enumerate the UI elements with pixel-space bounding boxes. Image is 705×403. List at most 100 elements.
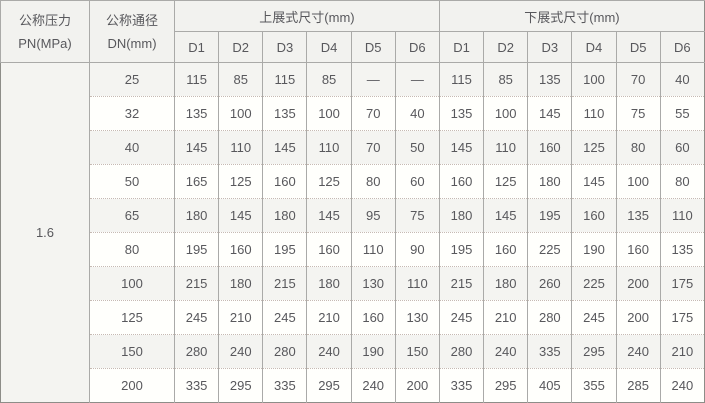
lower-dim-cell: 210 (659, 334, 705, 369)
upper-dim-cell: 215 (262, 266, 307, 301)
lower-dim-cell: 135 (438, 96, 484, 131)
lower-dim-cell: 135 (527, 62, 572, 97)
lower-dim-cell: 100 (571, 62, 617, 97)
lower-dim-cell: 145 (527, 96, 572, 131)
upper-dim-cell: 335 (262, 368, 307, 403)
upper-dim-cell: 70 (350, 130, 396, 165)
upper-dim-cell: 85 (218, 62, 263, 97)
upper-dim-cell: 75 (394, 198, 440, 233)
dn-cell: 25 (89, 62, 175, 97)
lower-dim-cell: 240 (483, 334, 528, 369)
table-row: 125 245 210 245 210 160 130 245 210 280 245 200 175 (1, 300, 705, 335)
lower-dim-cell: 280 (438, 334, 484, 369)
upper-dim-cell: 245 (173, 300, 219, 335)
upper-d6-header: D6 (394, 31, 440, 63)
dn-cell: 80 (89, 232, 175, 267)
upper-dim-cell: 180 (173, 198, 219, 233)
diameter-header-line2: DN(mm) (107, 35, 157, 51)
lower-dim-cell: 100 (483, 96, 528, 131)
upper-d1-header: D1 (173, 31, 219, 63)
upper-dim-cell: 40 (394, 96, 440, 131)
lower-dim-cell: 245 (571, 300, 617, 335)
upper-dim-cell: 245 (262, 300, 307, 335)
upper-dim-cell: 295 (306, 368, 352, 403)
upper-dim-cell: 110 (394, 266, 440, 301)
upper-style-group-header: 上展式尺寸(mm) (174, 0, 440, 32)
upper-dim-cell: 160 (306, 232, 352, 267)
header-row-groups: 公称压力 PN(MPa) 公称通径 DN(mm) 上展式尺寸(mm) 下展式尺寸… (0, 0, 705, 63)
lower-d3-header: D3 (527, 31, 572, 63)
lower-dim-cell: 110 (571, 96, 617, 131)
lower-style-group-header: 下展式尺寸(mm) (438, 0, 705, 32)
upper-dim-cell: 100 (218, 96, 263, 131)
upper-dim-cell: 335 (173, 368, 219, 403)
upper-dim-cell: 80 (350, 164, 396, 199)
upper-dim-cell: 100 (306, 96, 352, 131)
lower-dim-cell: 355 (571, 368, 617, 403)
pressure-column-header: 公称压力 PN(MPa) (0, 0, 90, 63)
upper-d3-header: D3 (262, 31, 307, 63)
header-row-subcolumns: D1 D2 D3 D4 D5 D6 D1 D2 D3 D4 D5 D6 (1, 31, 705, 63)
lower-dim-cell: 110 (483, 130, 528, 165)
lower-dim-cell: 245 (438, 300, 484, 335)
upper-dim-cell: 165 (173, 164, 219, 199)
lower-dim-cell: 125 (571, 130, 617, 165)
lower-dim-cell: 135 (659, 232, 705, 267)
lower-dim-cell: 195 (438, 232, 484, 267)
lower-dim-cell: 195 (527, 198, 572, 233)
lower-dim-cell: 110 (659, 198, 705, 233)
lower-d4-header: D4 (571, 31, 617, 63)
upper-dim-cell: 110 (218, 130, 263, 165)
lower-dim-cell: 125 (483, 164, 528, 199)
upper-dim-cell: 135 (262, 96, 307, 131)
upper-dim-cell: 130 (350, 266, 396, 301)
lower-dim-cell: 100 (615, 164, 661, 199)
lower-dim-cell: 135 (615, 198, 661, 233)
dn-cell: 32 (89, 96, 175, 131)
lower-dim-cell: 225 (527, 232, 572, 267)
upper-dim-cell: 145 (306, 198, 352, 233)
upper-dim-cell: 145 (218, 198, 263, 233)
diameter-header-line1: 公称通径 (105, 12, 158, 28)
upper-dim-cell: 190 (350, 334, 396, 369)
upper-dim-cell: 145 (173, 130, 219, 165)
upper-dim-cell: 150 (394, 334, 440, 369)
upper-dim-cell: 180 (218, 266, 263, 301)
table-row: 32 135 100 135 100 70 40 135 100 145 110 75 55 (1, 96, 705, 131)
lower-dim-cell: 160 (527, 130, 572, 165)
lower-dim-cell: 225 (571, 266, 617, 301)
upper-dim-cell: 195 (173, 232, 219, 267)
lower-dim-cell: 175 (659, 266, 705, 301)
lower-dim-cell: 160 (438, 164, 484, 199)
lower-d5-header: D5 (615, 31, 661, 63)
upper-dim-cell: 60 (394, 164, 440, 199)
lower-dim-cell: 160 (571, 198, 617, 233)
pressure-header-line2: PN(MPa) (18, 35, 72, 51)
table-row: 100 215 180 215 180 130 110 215 180 260 225 200 175 (1, 266, 705, 301)
upper-dim-cell: 200 (394, 368, 440, 403)
lower-dim-cell: 60 (659, 130, 705, 165)
lower-d2-header: D2 (483, 31, 528, 63)
upper-dim-cell: 70 (350, 96, 396, 131)
table-row: 40 145 110 145 110 70 50 145 110 160 125 80 60 (1, 130, 705, 165)
upper-dim-cell: 145 (262, 130, 307, 165)
lower-dim-cell: 200 (615, 266, 661, 301)
lower-dim-cell: 260 (527, 266, 572, 301)
lower-dim-cell: 335 (438, 368, 484, 403)
pressure-header-line1: 公称压力 (18, 12, 71, 28)
upper-dim-cell: 180 (262, 198, 307, 233)
upper-dim-cell: — (394, 62, 440, 97)
upper-dim-cell: 95 (350, 198, 396, 233)
lower-dim-cell: 180 (438, 198, 484, 233)
lower-dim-cell: 280 (527, 300, 572, 335)
table-row: 80 195 160 195 160 110 90 195 160 225 190 160 135 (1, 232, 705, 267)
upper-dim-cell: 110 (306, 130, 352, 165)
lower-dim-cell: 180 (527, 164, 572, 199)
table-row: 150 280 240 280 240 190 150 280 240 335 295 240 210 (1, 334, 705, 369)
lower-dim-cell: 55 (659, 96, 705, 131)
lower-dim-cell: 175 (659, 300, 705, 335)
lower-dim-cell: 190 (571, 232, 617, 267)
upper-dim-cell: 110 (350, 232, 396, 267)
upper-dim-cell: 130 (394, 300, 440, 335)
